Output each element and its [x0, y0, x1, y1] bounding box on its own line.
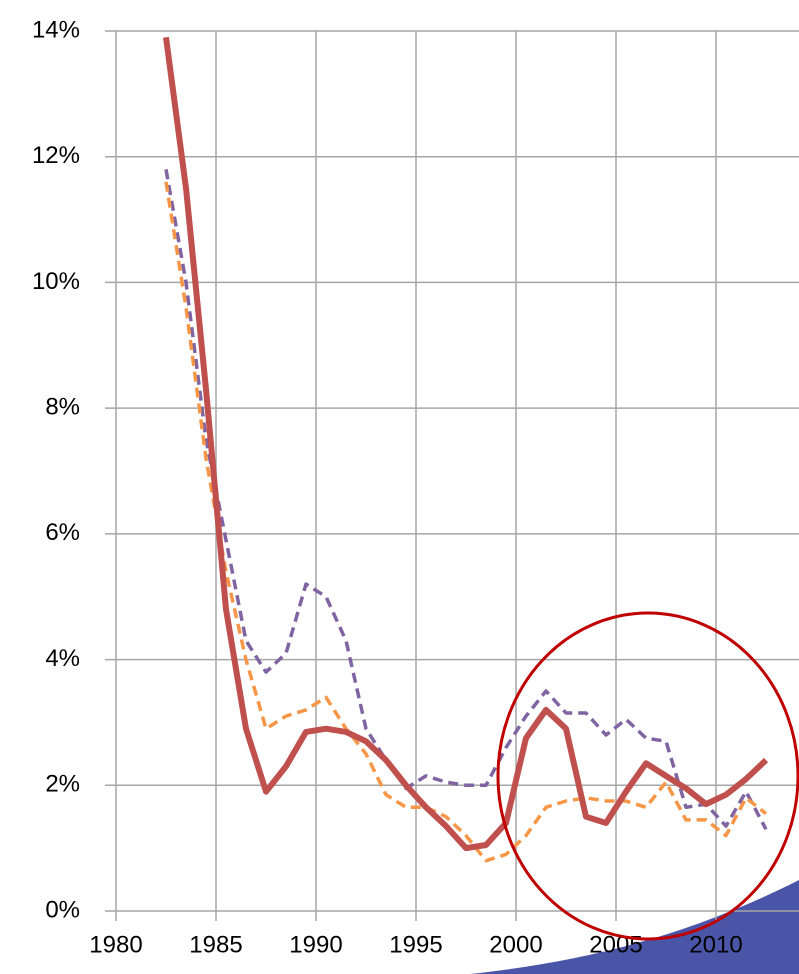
x-tick-label: 1995	[389, 931, 442, 958]
series-line	[164, 181, 768, 863]
highlight-circle	[496, 611, 799, 941]
x-tick-label: 1980	[89, 931, 142, 958]
y-tick-label: 12%	[32, 142, 80, 169]
decor-swoosh	[470, 880, 799, 974]
y-tick-label: 2%	[45, 771, 80, 798]
x-tick-label: 2000	[489, 931, 542, 958]
plot: 0% 2% 4% 6% 8% 10% 12% 14% 1980 1985 1990 1995 2000 2…	[32, 16, 799, 958]
x-tick-label: 1985	[189, 931, 242, 958]
y-tick-label: 14%	[32, 16, 80, 43]
y-tick-label: 6%	[45, 519, 80, 546]
x-tick-label: 1990	[289, 931, 342, 958]
series-line	[163, 36, 769, 852]
y-tick-label: 0%	[45, 896, 80, 923]
y-tick-label: 8%	[45, 393, 80, 420]
y-tick-label: 4%	[45, 645, 80, 672]
x-tick-label: 2010	[689, 931, 742, 958]
y-tick-label: 10%	[32, 268, 80, 295]
series-line	[164, 168, 768, 831]
